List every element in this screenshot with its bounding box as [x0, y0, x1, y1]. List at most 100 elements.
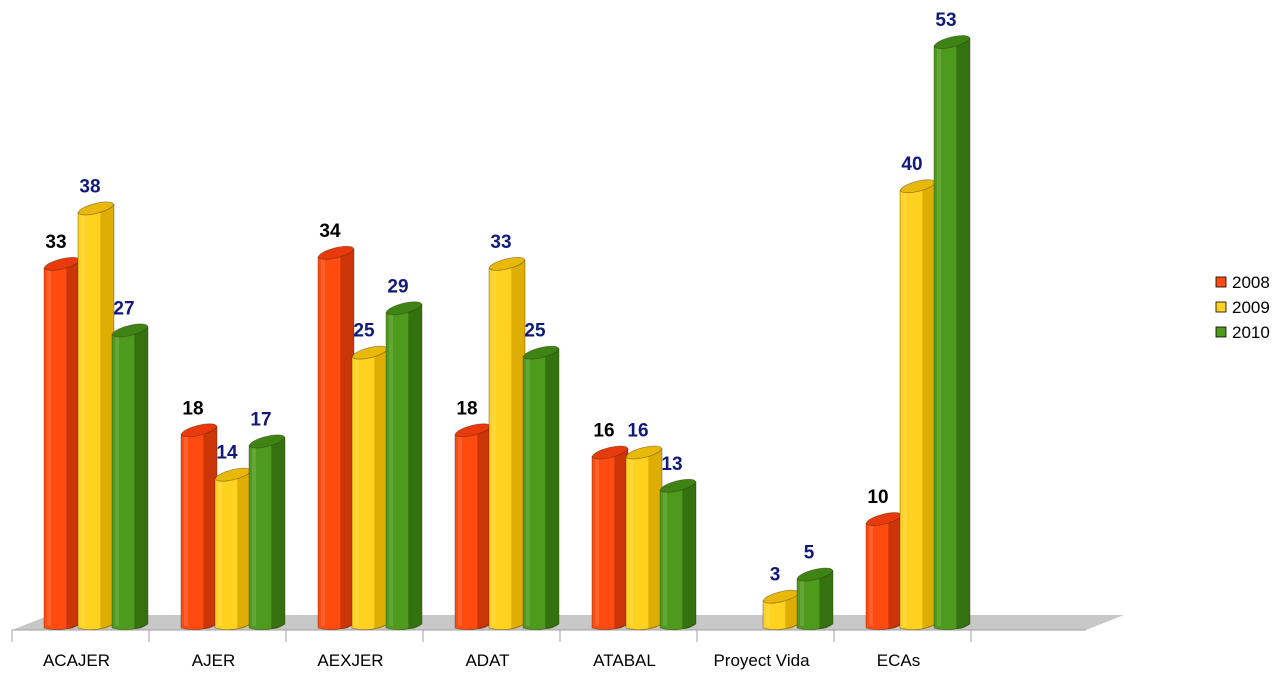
- bar-2008-atabal: [591, 445, 629, 631]
- legend-label: 2009: [1232, 298, 1270, 317]
- bar-side: [237, 470, 251, 629]
- category-label-proyect-vida: Proyect Vida: [713, 651, 810, 670]
- category-labels-group: ACAJER AJER AEXJER ADAT ATABAL Proyect Vida EC…: [43, 651, 920, 670]
- bar-side: [648, 448, 662, 629]
- bar-side: [545, 348, 559, 629]
- bar-top: [592, 445, 628, 460]
- bar-outline: [933, 37, 971, 631]
- bar-top: [489, 256, 525, 271]
- bar-side: [888, 515, 902, 629]
- bar-outline: [796, 570, 834, 631]
- bar-highlight: [869, 523, 873, 626]
- category-label-atabal: ATABAL: [593, 651, 656, 670]
- bar-highlight: [663, 489, 667, 626]
- category-label-aexjer: AEXJER: [317, 651, 383, 670]
- value-label-2010-proyect-vida: 5: [804, 543, 815, 564]
- bar-highlight: [458, 434, 462, 626]
- bar-highlight: [937, 46, 941, 626]
- value-label-2009-ajer: 14: [216, 443, 238, 464]
- bar-highlight: [321, 256, 325, 626]
- bar-outline: [522, 348, 560, 631]
- bar-highlight: [115, 334, 119, 626]
- bar-highlight: [526, 356, 530, 626]
- legend: 2008 2009 2010: [1215, 273, 1270, 342]
- legend-item-2009: 2009: [1215, 298, 1270, 317]
- bar-outline: [111, 325, 149, 631]
- x-axis: [11, 629, 1086, 642]
- value-label-2008-aexjer: 34: [319, 221, 341, 242]
- legend-swatch: [1215, 326, 1227, 338]
- bar-top: [112, 323, 148, 338]
- value-label-2008-adat: 18: [456, 398, 477, 419]
- bar-2009-acajer: [77, 201, 115, 631]
- value-label-2010-atabal: 13: [661, 454, 682, 475]
- bar-top: [660, 478, 696, 493]
- bar-2009-proyect-vida: [762, 589, 800, 631]
- bar-highlight: [629, 456, 633, 626]
- bar-side: [682, 481, 696, 629]
- bar-top: [934, 35, 970, 49]
- category-label-acajer: ACAJER: [43, 651, 110, 670]
- bar-outline: [385, 303, 423, 631]
- bar-top: [249, 434, 285, 449]
- bar-side: [100, 204, 114, 629]
- bar-highlight: [81, 212, 85, 626]
- bar-side: [819, 570, 833, 629]
- bar-top: [386, 301, 422, 316]
- bar-outline: [659, 481, 697, 631]
- bar-2009-ajer: [214, 467, 252, 631]
- chart-floor: [12, 615, 1124, 630]
- bar-top: [318, 245, 354, 260]
- bar-2009-adat: [488, 256, 526, 631]
- bar-2008-ajer: [180, 423, 218, 631]
- bar-highlight: [903, 190, 907, 626]
- value-label-2010-acajer: 27: [113, 298, 134, 319]
- bar-side: [340, 248, 354, 629]
- legend-swatch: [1215, 276, 1227, 288]
- value-label-2009-adat: 33: [490, 232, 511, 253]
- bar-side: [408, 304, 422, 629]
- bar-highlight: [184, 434, 188, 626]
- category-label-ecas: ECAs: [877, 651, 920, 670]
- bar-highlight: [355, 356, 359, 626]
- bar-2010-acajer: [111, 323, 149, 631]
- bar-highlight: [47, 267, 51, 626]
- value-label-2009-aexjer: 25: [353, 321, 375, 342]
- bar-side: [134, 326, 148, 629]
- value-label-2010-ajer: 17: [250, 409, 271, 430]
- bar-top: [78, 201, 114, 216]
- bar-highlight: [800, 578, 804, 626]
- bars-group: [43, 35, 971, 631]
- bar-side: [374, 348, 388, 629]
- bar-side: [956, 38, 970, 629]
- value-label-2009-acajer: 38: [79, 176, 100, 197]
- bar-side: [614, 448, 628, 629]
- value-label-2009-proyect-vida: 3: [770, 565, 781, 586]
- value-label-2008-acajer: 33: [45, 232, 66, 253]
- value-label-2009-atabal: 16: [627, 420, 648, 441]
- value-label-2008-ajer: 18: [182, 398, 203, 419]
- value-label-2008-ecas: 10: [867, 487, 888, 508]
- bar-side: [785, 592, 799, 629]
- bar-top: [626, 445, 662, 460]
- value-label-2008-atabal: 16: [593, 420, 614, 441]
- bar-top: [797, 567, 833, 582]
- bar-side: [203, 426, 217, 629]
- floor-plane: [12, 615, 1124, 630]
- bar-2008-acajer: [43, 256, 81, 631]
- bar-outline: [248, 436, 286, 631]
- bar-side: [477, 426, 491, 629]
- bar-highlight: [492, 267, 496, 626]
- legend-label: 2010: [1232, 323, 1270, 342]
- category-label-ajer: AJER: [192, 651, 235, 670]
- bar-2009-aexjer: [351, 345, 389, 631]
- bar-highlight: [766, 600, 770, 626]
- bar-2008-adat: [454, 423, 492, 631]
- bar-side: [511, 259, 525, 629]
- value-label-2010-ecas: 53: [935, 10, 956, 31]
- bar-2008-aexjer: [317, 245, 355, 631]
- bar-highlight: [595, 456, 599, 626]
- legend-item-2008: 2008: [1215, 273, 1270, 292]
- bar-2009-ecas: [899, 179, 937, 631]
